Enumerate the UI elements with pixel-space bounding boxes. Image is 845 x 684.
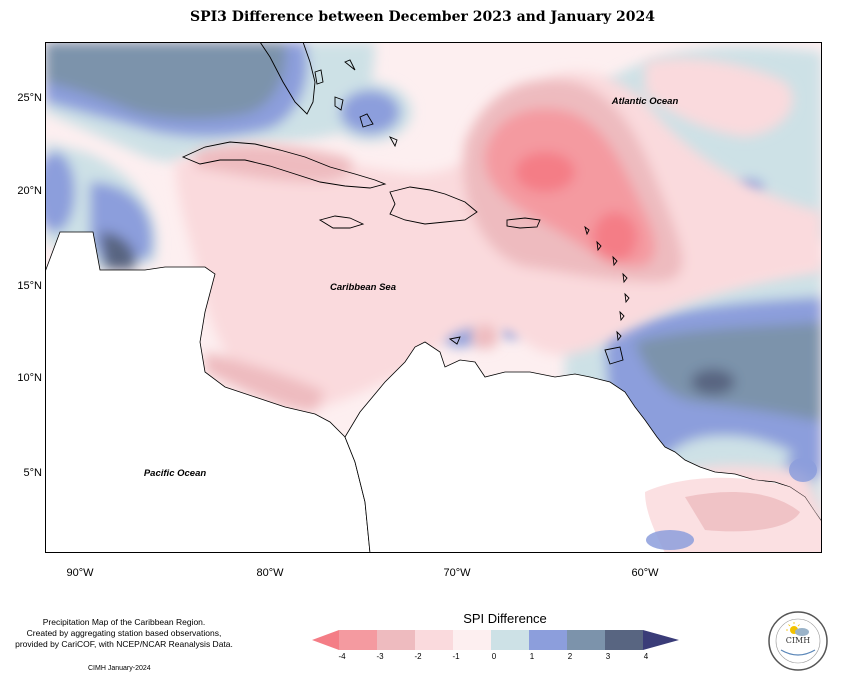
logo-text: CIMH	[785, 636, 811, 645]
legend-swatch-neg4-neg3	[339, 630, 377, 650]
jamaica-outline	[318, 215, 365, 229]
wet-region-honduras-gulf	[100, 232, 136, 270]
x-tick-70w: 70°W	[443, 567, 471, 579]
guiana-land-shading	[645, 458, 822, 553]
footnote: Precipitation Map of the Caribbean Regio…	[8, 617, 240, 650]
label-atlantic-ocean: Atlantic Ocean	[611, 96, 679, 107]
bahamas-2	[334, 96, 344, 111]
antilles-2	[596, 240, 602, 252]
credit-text: CIMH January-2024	[88, 665, 151, 672]
x-tick-80w: 80°W	[256, 567, 284, 579]
dry-region-ven-small	[471, 325, 499, 349]
wet-region-bahamas-inner	[340, 90, 400, 134]
legend-tick-neg1: -1	[452, 652, 460, 661]
dry-region-core	[515, 152, 575, 192]
antilles-1	[584, 225, 590, 236]
legend-swatch-neg2-neg1	[415, 630, 453, 650]
legend-title: SPI Difference	[463, 611, 547, 626]
dry-region-core2	[593, 212, 637, 262]
legend-tick-0: 0	[491, 652, 497, 661]
puerto-rico-outline	[506, 217, 541, 229]
legend-tick-3: 3	[605, 652, 611, 661]
antilles-6	[619, 310, 625, 322]
dry-anomaly-regions	[175, 58, 822, 553]
antilles-7	[616, 330, 622, 342]
dry-region-atlantic-light	[645, 58, 793, 137]
aruba	[448, 336, 461, 345]
legend-swatch-3-4	[605, 630, 643, 650]
label-caribbean-sea: Caribbean Sea	[330, 282, 396, 293]
bahamas-1	[314, 69, 324, 85]
legend-tick-2: 2	[567, 652, 573, 661]
wet-region-se-dark	[691, 369, 735, 395]
x-tick-90w: 90°W	[66, 567, 94, 579]
hispaniola-outline	[389, 186, 478, 225]
y-tick-10n: 10°N	[17, 372, 42, 384]
antilles-3	[612, 255, 618, 267]
island-outlines	[181, 42, 630, 365]
footnote-line-1: Precipitation Map of the Caribbean Regio…	[42, 617, 206, 627]
y-tick-25n: 25°N	[17, 92, 42, 104]
label-pacific-ocean: Pacific Ocean	[144, 468, 207, 479]
legend-colorbar	[312, 629, 682, 656]
legend-swatch-1-2	[529, 630, 567, 650]
legend-tick-neg3: -3	[376, 652, 384, 661]
bahamas-5	[344, 59, 356, 71]
legend-swatch-neg1-0	[453, 630, 491, 650]
cimh-logo	[768, 611, 828, 671]
wet-region-yuc-left	[45, 152, 75, 232]
footnote-line-2: Created by aggregating station based obs…	[26, 628, 222, 638]
y-tick-20n: 20°N	[17, 185, 42, 197]
spi-difference-map: Atlantic Ocean Caribbean Sea Pacific Oce…	[45, 42, 822, 553]
legend-swatch-0-1	[491, 630, 529, 650]
footnote-line-3: provided by CariCOF, with NCEP/NCAR Rean…	[15, 639, 233, 649]
legend-swatch-lt-neg4	[312, 630, 339, 650]
antilles-5	[624, 292, 630, 304]
legend-tick-neg2: -2	[414, 652, 422, 661]
y-tick-5n: 5°N	[23, 467, 42, 479]
map-frame	[45, 42, 822, 553]
map-panel[interactable]: Atlantic Ocean Caribbean Sea Pacific Oce…	[45, 42, 822, 553]
cloud-icon	[795, 628, 809, 636]
dry-region-sw-caribbean	[214, 248, 413, 337]
dry-region-panama	[205, 352, 325, 412]
legend-tick-4: 4	[643, 652, 649, 661]
legend-swatch-neg3-neg2	[377, 630, 415, 650]
cuba-outline	[181, 141, 387, 189]
bahamas-4	[388, 136, 398, 148]
antilles-4	[622, 272, 628, 284]
x-tick-60w: 60°W	[631, 567, 659, 579]
wet-region-se-steel	[635, 322, 822, 422]
florida-outline	[259, 42, 316, 115]
y-tick-15n: 15°N	[17, 280, 42, 292]
legend-tick-1: 1	[529, 652, 535, 661]
legend-swatch-2-3	[567, 630, 605, 650]
wet-region-gulf-core	[45, 42, 286, 120]
bahamas-3	[359, 113, 374, 128]
map-title: SPI3 Difference between December 2023 an…	[190, 9, 655, 25]
dry-region-cuba	[195, 144, 354, 182]
legend-tick-neg4: -4	[338, 652, 346, 661]
trinidad	[604, 346, 624, 365]
legend-swatch-gt-4	[643, 630, 679, 650]
